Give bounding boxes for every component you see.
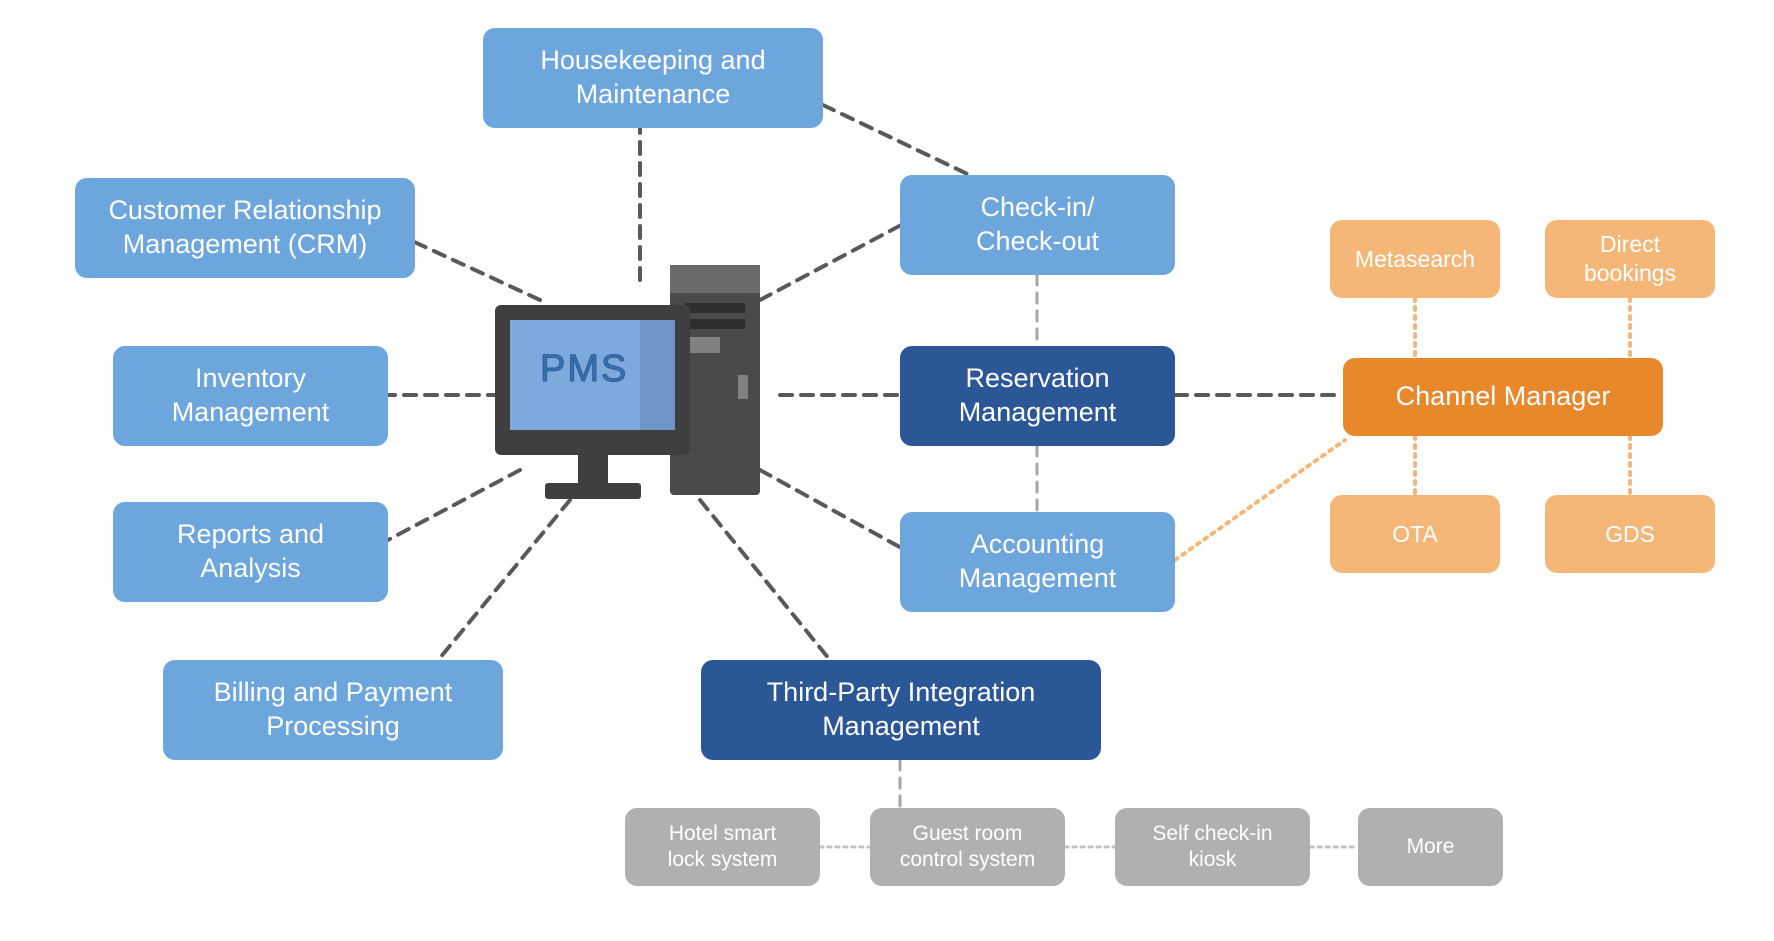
node-gds: GDS	[1545, 495, 1715, 573]
node-reservation: Reservation Management	[900, 346, 1175, 446]
node-checkin: Check-in/ Check-out	[900, 175, 1175, 275]
node-selfcheckin: Self check-in kiosk	[1115, 808, 1310, 886]
node-guestroom: Guest room control system	[870, 808, 1065, 886]
node-billing: Billing and Payment Processing	[163, 660, 503, 760]
node-inventory: Inventory Management	[113, 346, 388, 446]
node-housekeeping: Housekeeping and Maintenance	[483, 28, 823, 128]
edge-layer	[0, 0, 1774, 941]
node-ota: OTA	[1330, 495, 1500, 573]
pms-icon	[490, 255, 785, 520]
node-reports: Reports and Analysis	[113, 502, 388, 602]
node-directbook: Direct bookings	[1545, 220, 1715, 298]
node-crm: Customer Relationship Management (CRM)	[75, 178, 415, 278]
node-thirdparty: Third-Party Integration Management	[701, 660, 1101, 760]
node-more: More	[1358, 808, 1503, 886]
node-smartlock: Hotel smart lock system	[625, 808, 820, 886]
node-channelmgr: Channel Manager	[1343, 358, 1663, 436]
node-accounting: Accounting Management	[900, 512, 1175, 612]
node-metasearch: Metasearch	[1330, 220, 1500, 298]
pms-label: PMS	[540, 348, 628, 391]
